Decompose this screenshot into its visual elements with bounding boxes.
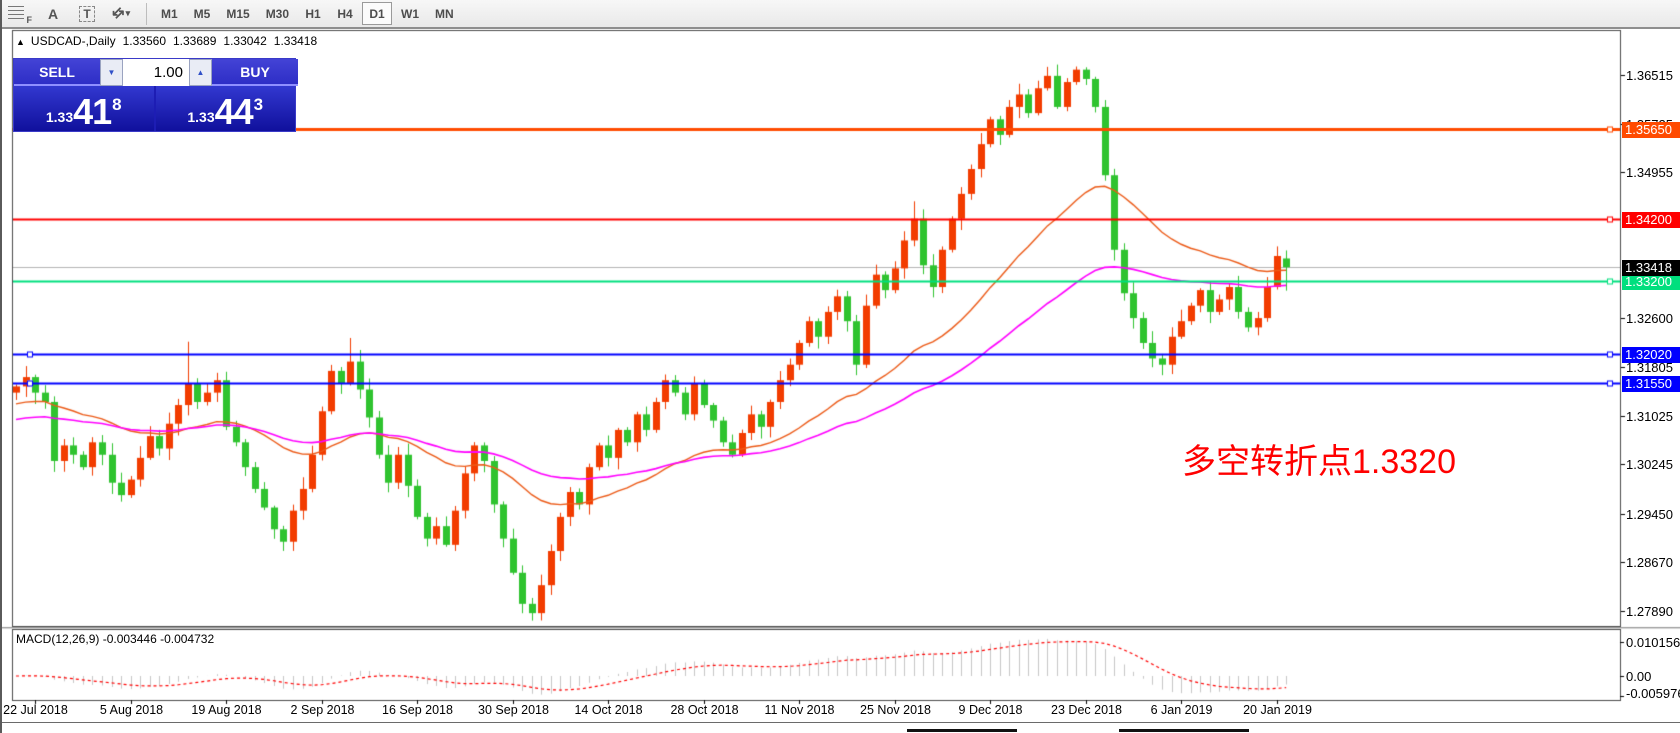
date-tick-label: 14 Oct 2018 bbox=[574, 703, 643, 717]
buy-price-display[interactable]: 1.33 44 3 bbox=[155, 86, 295, 132]
volume-decrease-button[interactable]: ▼ bbox=[100, 59, 123, 86]
price-tick-label: 1.31805 bbox=[1626, 359, 1673, 375]
price-tick-label: 1.34955 bbox=[1626, 164, 1673, 180]
volume-input[interactable] bbox=[123, 59, 189, 86]
dotted-grid-glyph: F bbox=[8, 5, 32, 25]
hline-price-label: 1.34200 bbox=[1622, 211, 1680, 228]
sell-button[interactable]: SELL bbox=[14, 59, 100, 86]
horizontal-scrollbar[interactable] bbox=[2, 722, 1680, 733]
macd-axis-label: 0.010156 bbox=[1626, 634, 1680, 650]
timeframe-group: M1 M5 M15 M30 H1 H4 D1 W1 MN bbox=[153, 2, 462, 25]
timeframe-button-h4[interactable]: H4 bbox=[330, 2, 360, 25]
price-axis[interactable]: 1.365151.357251.349551.326001.318051.310… bbox=[1620, 29, 1680, 701]
volume-control: ▼ ▲ bbox=[100, 59, 212, 86]
timeframe-button-m30[interactable]: M30 bbox=[259, 2, 296, 25]
buy-price-prefix: 1.33 bbox=[187, 109, 215, 125]
timeframe-button-h1[interactable]: H1 bbox=[298, 2, 328, 25]
text-box-tool-icon[interactable]: T bbox=[74, 2, 100, 26]
price-tick-label: 1.31025 bbox=[1626, 408, 1673, 424]
macd-axis-label: -0.005976 bbox=[1626, 686, 1680, 701]
price-tick-label: 1.32600 bbox=[1626, 310, 1673, 326]
ohlc-low: 1.33042 bbox=[223, 34, 267, 48]
date-tick-label: 19 Aug 2018 bbox=[191, 703, 262, 717]
h-scrollbar-segment[interactable] bbox=[907, 729, 1017, 732]
date-tick-label: 22 Jul 2018 bbox=[3, 703, 68, 717]
ohlc-close: 1.33418 bbox=[273, 34, 318, 48]
timeframe-button-w1[interactable]: W1 bbox=[394, 2, 426, 25]
symbol-title: USDCAD-,Daily bbox=[30, 34, 116, 48]
price-tick-label: 1.27890 bbox=[1626, 603, 1673, 619]
timeframe-button-d1[interactable]: D1 bbox=[362, 2, 393, 25]
diagonal-arrows-glyph: ⇵ bbox=[108, 3, 128, 23]
date-tick-label: 23 Dec 2018 bbox=[1051, 703, 1122, 717]
hline-price-label: 1.35650 bbox=[1622, 121, 1680, 138]
dropdown-caret-icon: ▾ bbox=[125, 8, 131, 18]
date-tick-label: 25 Nov 2018 bbox=[860, 703, 931, 717]
current-price-label: 1.33418 bbox=[1622, 259, 1680, 276]
arrange-windows-icon[interactable]: ⇵ ▾ bbox=[108, 2, 134, 26]
buy-price-big: 44 bbox=[214, 90, 254, 132]
sell-price-big: 41 bbox=[73, 90, 112, 132]
macd-axis-label: 0.00 bbox=[1626, 668, 1652, 684]
date-tick-label: 2 Sep 2018 bbox=[290, 703, 355, 717]
collapse-triangle-icon[interactable]: ▲ bbox=[16, 37, 25, 47]
dotted-grid-f-icon[interactable]: F bbox=[6, 2, 32, 26]
date-tick-label: 6 Jan 2019 bbox=[1150, 703, 1213, 717]
hline-price-label: 1.33200 bbox=[1622, 273, 1680, 290]
date-tick-label: 5 Aug 2018 bbox=[99, 703, 164, 717]
buy-price-sup: 3 bbox=[253, 95, 264, 114]
price-tick-label: 1.30245 bbox=[1626, 456, 1673, 472]
h-scrollbar-segment[interactable] bbox=[1119, 729, 1249, 732]
toolbar: F A T ⇵ ▾ M1 M5 M15 M30 H1 H4 D1 W1 MN bbox=[2, 0, 1680, 29]
font-tool-icon[interactable]: A bbox=[40, 2, 66, 26]
price-tick-label: 1.36515 bbox=[1626, 67, 1673, 83]
chart-text-annotation[interactable]: 多空转折点1.3320 bbox=[1182, 443, 1456, 481]
timeframe-button-m5[interactable]: M5 bbox=[187, 2, 218, 25]
hline-price-label: 1.32020 bbox=[1622, 346, 1680, 363]
price-chart-canvas[interactable] bbox=[2, 29, 1680, 733]
chart-window: ▲ USDCAD-,Daily 1.33560 1.33689 1.33042 1.334… bbox=[2, 29, 1680, 733]
ohlc-high: 1.33689 bbox=[173, 34, 217, 48]
price-tick-label: 1.28670 bbox=[1626, 554, 1673, 570]
font-tool-glyph: A bbox=[47, 5, 59, 22]
date-tick-label: 11 Nov 2018 bbox=[764, 703, 835, 717]
timeframe-button-mn[interactable]: MN bbox=[428, 2, 461, 25]
hline-price-label: 1.31550 bbox=[1622, 375, 1680, 392]
chart-header: ▲ USDCAD-,Daily 1.33560 1.33689 1.33042 1.334… bbox=[16, 34, 324, 48]
text-box-glyph: T bbox=[79, 5, 95, 22]
date-tick-label: 20 Jan 2019 bbox=[1243, 703, 1312, 717]
sell-price-sup: 8 bbox=[112, 95, 122, 114]
sell-price-prefix: 1.33 bbox=[45, 109, 74, 125]
buy-button[interactable]: BUY bbox=[212, 59, 298, 86]
macd-indicator-label: MACD(12,26,9) -0.003446 -0.004732 bbox=[16, 632, 215, 646]
date-axis[interactable]: 22 Jul 2018 5 Aug 2018 19 Aug 2018 2 Sep 20… bbox=[2, 700, 1620, 722]
toolbar-separator bbox=[146, 2, 147, 25]
price-tick-label: 1.29450 bbox=[1626, 506, 1673, 522]
date-tick-label: 16 Sep 2018 bbox=[382, 703, 453, 717]
volume-increase-button[interactable]: ▲ bbox=[189, 59, 212, 86]
date-tick-label: 9 Dec 2018 bbox=[958, 703, 1023, 717]
date-tick-label: 30 Sep 2018 bbox=[478, 703, 549, 717]
ohlc-open: 1.33560 bbox=[122, 34, 166, 48]
date-tick-label: 28 Oct 2018 bbox=[670, 703, 739, 717]
timeframe-button-m1[interactable]: M1 bbox=[154, 2, 185, 25]
timeframe-button-m15[interactable]: M15 bbox=[219, 2, 256, 25]
sell-price-display[interactable]: 1.33 41 8 bbox=[14, 86, 154, 131]
